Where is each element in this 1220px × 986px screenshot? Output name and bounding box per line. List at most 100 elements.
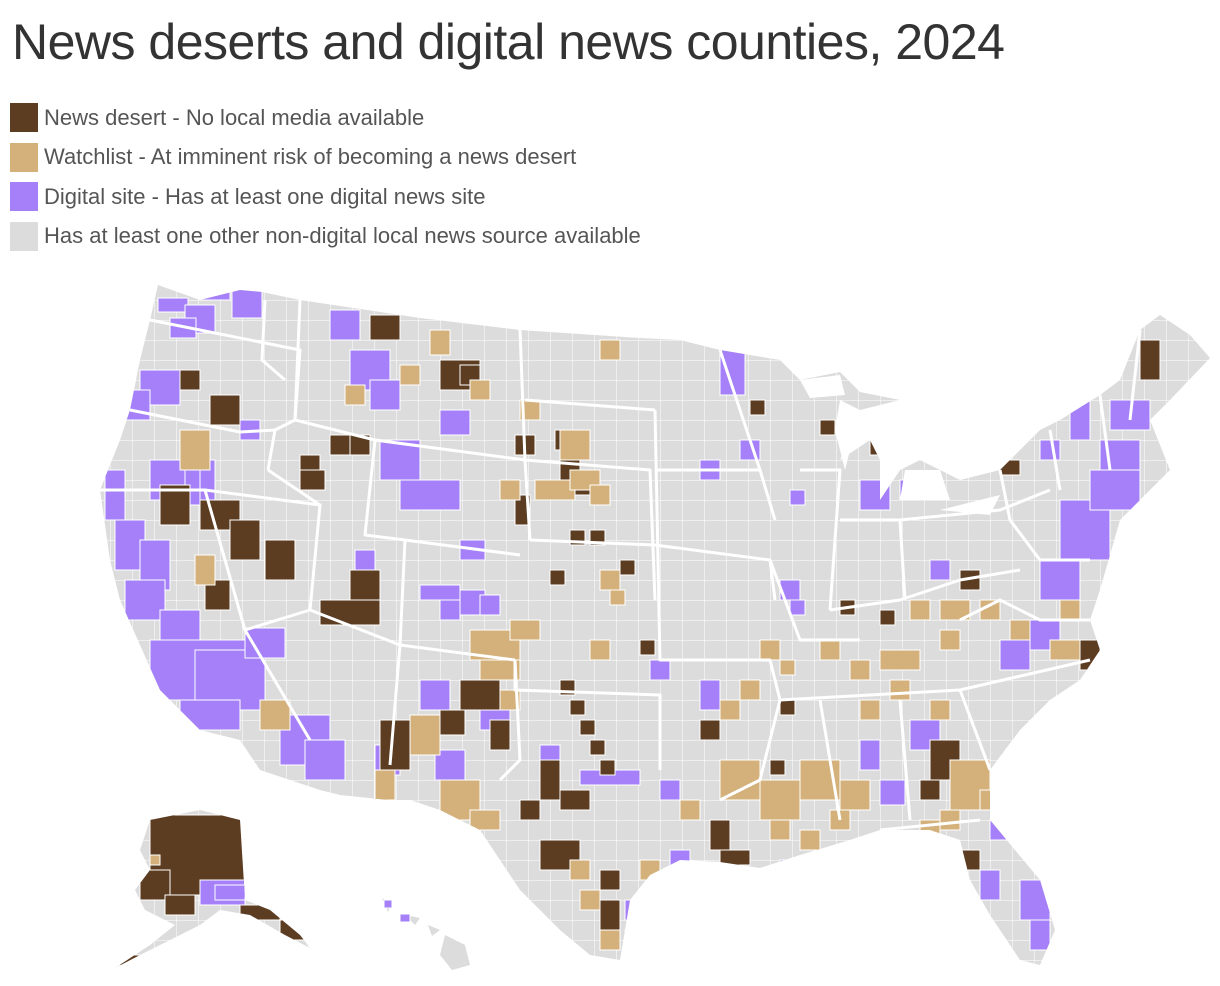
county-news-desert	[159, 484, 191, 526]
legend-label-watchlist: Watchlist - At imminent risk of becoming…	[44, 144, 577, 170]
county-watchlist	[499, 479, 521, 501]
county-digital-site	[329, 309, 361, 341]
county-digital-site	[1029, 919, 1051, 951]
county-layer-conus	[104, 285, 1161, 951]
county-watchlist	[839, 779, 871, 811]
county-news-desert	[819, 419, 836, 436]
county-news-desert	[164, 894, 196, 916]
county-watchlist	[979, 789, 1001, 811]
county-digital-site	[157, 297, 189, 313]
county-digital-site	[929, 559, 951, 581]
county-watchlist	[344, 384, 366, 406]
county-watchlist	[429, 329, 451, 356]
county-watchlist	[1059, 599, 1081, 621]
county-watchlist	[559, 429, 591, 461]
county-watchlist	[819, 639, 841, 661]
county-news-desert	[599, 869, 621, 891]
county-watchlist	[469, 379, 491, 401]
county-watchlist	[889, 679, 911, 701]
county-digital-site	[699, 679, 721, 711]
county-news-desert	[709, 819, 731, 851]
county-watchlist	[469, 809, 501, 831]
legend-item-watchlist: Watchlist - At imminent risk of becoming…	[10, 138, 641, 178]
county-news-desert	[439, 709, 466, 736]
county-watchlist	[769, 819, 791, 841]
chart-title: News deserts and digital news counties, …	[12, 14, 1005, 70]
county-digital-site	[859, 739, 881, 771]
county-watchlist	[909, 599, 931, 621]
county-digital-site	[231, 287, 263, 319]
county-news-desert	[599, 759, 616, 776]
us-county-map	[100, 285, 1210, 970]
county-watchlist	[1049, 639, 1081, 661]
county-watchlist	[739, 679, 761, 701]
county-digital-site	[124, 579, 166, 621]
county-news-desert	[319, 599, 381, 626]
county-digital-site	[304, 739, 346, 781]
legend-label-news-desert: News desert - No local media available	[44, 104, 425, 130]
county-watchlist	[879, 649, 921, 671]
county-digital-site	[439, 599, 461, 621]
county-news-desert	[549, 569, 566, 586]
county-news-desert	[569, 699, 586, 716]
county-digital-site	[789, 599, 806, 616]
county-watchlist	[639, 859, 661, 881]
county-digital-site	[399, 913, 411, 923]
county-watchlist	[259, 699, 291, 731]
county-digital-site	[879, 779, 906, 806]
legend-swatch-news-desert	[10, 103, 38, 133]
county-watchlist	[479, 659, 521, 681]
county-news-desert	[589, 739, 606, 756]
county-news-desert	[179, 369, 201, 391]
legend-swatch-other-source	[10, 221, 38, 251]
county-digital-site	[479, 594, 501, 616]
legend-label-digital-site: Digital site - Has at least one digital …	[44, 183, 486, 209]
county-watchlist	[374, 769, 396, 801]
county-digital-site	[1069, 399, 1091, 441]
legend-swatch-digital-site	[10, 182, 38, 212]
county-news-desert	[559, 789, 591, 811]
legend-swatch-watchlist	[10, 142, 38, 172]
county-watchlist	[149, 854, 161, 866]
county-digital-site	[999, 759, 1021, 781]
county-watchlist	[799, 829, 821, 851]
county-digital-site	[779, 859, 801, 881]
county-watchlist	[679, 799, 701, 821]
county-digital-site	[919, 859, 946, 886]
county-watchlist	[609, 589, 626, 606]
county-watchlist	[499, 689, 521, 711]
county-watchlist	[719, 699, 741, 721]
county-watchlist	[589, 639, 611, 661]
county-watchlist	[779, 659, 796, 676]
county-news-desert	[699, 719, 721, 741]
county-digital-site	[419, 584, 461, 601]
county-news-desert	[299, 469, 326, 491]
county-digital-site	[1089, 469, 1141, 511]
county-news-desert	[229, 519, 261, 561]
county-watchlist	[849, 659, 871, 681]
county-watchlist	[599, 569, 621, 591]
state-borders	[100, 299, 1142, 832]
county-watchlist	[759, 779, 801, 821]
county-digital-site	[859, 479, 891, 511]
county-news-desert	[869, 439, 886, 456]
county-watchlist	[939, 599, 971, 621]
county-watchlist	[399, 364, 421, 386]
county-news-desert	[879, 609, 896, 626]
county-news-desert	[489, 719, 511, 751]
county-digital-site	[354, 549, 376, 571]
county-watchlist	[589, 484, 611, 506]
county-digital-site	[399, 479, 461, 511]
legend-label-other-source: Has at least one other non-digital local…	[44, 223, 641, 249]
county-digital-site	[659, 779, 681, 801]
county-digital-site	[369, 379, 401, 411]
county-news-desert	[539, 839, 581, 871]
county-news-desert	[579, 719, 596, 736]
county-watchlist	[719, 759, 761, 801]
county-digital-site	[383, 899, 393, 909]
county-watchlist	[534, 479, 576, 501]
county-news-desert	[379, 719, 411, 771]
county-watchlist	[409, 714, 441, 756]
county-news-desert	[369, 314, 401, 341]
county-news-desert	[209, 394, 241, 426]
